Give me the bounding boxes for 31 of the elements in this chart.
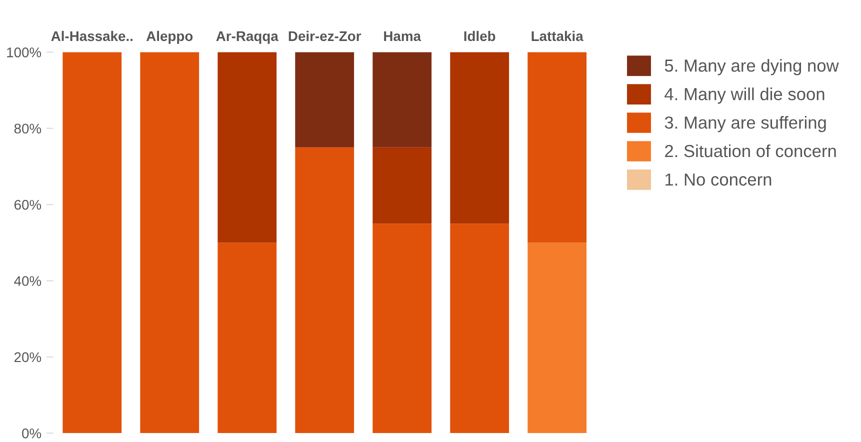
bar xyxy=(528,52,587,243)
x-tick-label: Ar-Raqqa xyxy=(216,31,278,44)
y-tick-label: 100% xyxy=(7,47,42,58)
x-tick-label: Hama xyxy=(384,31,422,42)
bar xyxy=(450,52,510,224)
bar xyxy=(140,52,200,434)
bar xyxy=(528,242,587,434)
bar xyxy=(372,52,432,148)
bar xyxy=(372,147,432,224)
x-tick-label: Al-Hassake.. xyxy=(51,30,132,42)
y-tick-label: 0% xyxy=(22,428,42,438)
x-tick-label: Idleb xyxy=(464,30,496,42)
y-tick-label: 80% xyxy=(14,124,42,134)
bar xyxy=(295,147,354,434)
bar xyxy=(62,52,122,434)
bar xyxy=(450,224,510,434)
x-tick-label: Aleppo xyxy=(146,30,193,44)
y-tick-label: 60% xyxy=(14,200,42,210)
legend-label: 1. No concern xyxy=(665,174,772,186)
legend-label: 4. Many will die soon xyxy=(664,88,824,104)
bar xyxy=(218,52,277,243)
bar xyxy=(372,224,432,434)
bar xyxy=(218,242,277,434)
legend-label: 2. Situation of concern xyxy=(665,144,836,158)
y-tick-label: 20% xyxy=(14,352,42,362)
x-tick-label: Lattakia xyxy=(532,30,584,42)
bar xyxy=(295,52,354,148)
legend-label: 5. Many are dying now xyxy=(664,59,839,76)
y-tick-label: 40% xyxy=(14,276,42,286)
x-tick-label: Deir-ez-Zor xyxy=(288,30,362,42)
legend-label: 3. Many are suffering xyxy=(664,116,826,132)
